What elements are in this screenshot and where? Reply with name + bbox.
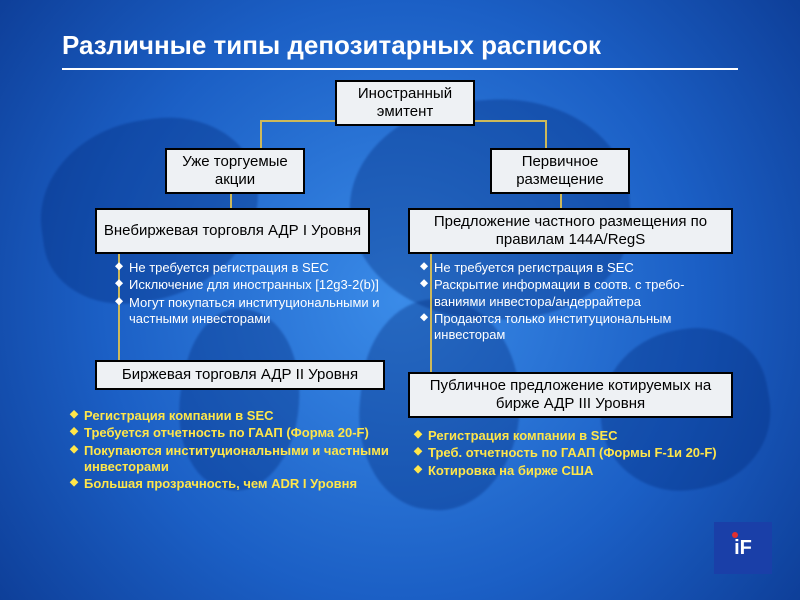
box-level3: Публичное предложение котируемых на бирж… xyxy=(408,372,733,418)
box-private144a: Предложение частного размещения по прави… xyxy=(408,208,733,254)
box-ipo: Первичное размещение xyxy=(490,148,630,194)
bullets-level2: Регистрация компании в SEC Требуется отч… xyxy=(70,408,410,493)
box-issuer: Иностранный эмитент xyxy=(335,80,475,126)
bullet-item: Не требуется регистрация в SEC xyxy=(115,260,395,276)
bullet-item: Регистрация компании в SEC xyxy=(70,408,410,424)
bullets-level3: Регистрация компании в SEC Треб. отчетно… xyxy=(414,428,744,480)
box-level1: Внебиржевая торговля АДР I Уровня xyxy=(95,208,370,254)
bullet-item: Котировка на бирже США xyxy=(414,463,744,479)
title-underline xyxy=(62,68,738,70)
box-label: Внебиржевая торговля АДР I Уровня xyxy=(104,222,361,240)
bullet-item: Продаются только институциональным инвес… xyxy=(420,311,730,344)
box-label: Предложение частного размещения по прави… xyxy=(416,213,725,249)
box-label: Публичное предложение котируемых на бирж… xyxy=(416,377,725,413)
bullets-private144a: Не требуется регистрация в SEC Раскрытие… xyxy=(420,260,730,344)
bullet-item: Исключение для иностранных [12g3-2(b)] xyxy=(115,277,395,293)
bullets-level1: Не требуется регистрация в SEC Исключени… xyxy=(115,260,395,328)
bullet-item: Треб. отчетность по ГААП (Формы F-1и 20-… xyxy=(414,445,744,461)
bullet-item: Раскрытие информации в соотв. с требо-ва… xyxy=(420,277,730,310)
page-title: Различные типы депозитарных расписок xyxy=(62,30,601,61)
bullet-item: Требуется отчетность по ГААП (Форма 20-F… xyxy=(70,425,410,441)
box-traded: Уже торгуемые акции xyxy=(165,148,305,194)
bullet-item: Могут покупаться институциональными и ча… xyxy=(115,295,395,328)
bullet-item: Не требуется регистрация в SEC xyxy=(420,260,730,276)
box-label: Первичное размещение xyxy=(498,153,622,189)
bullet-item: Большая прозрачность, чем ADR I Уровня xyxy=(70,476,410,492)
box-label: Иностранный эмитент xyxy=(343,85,467,121)
bullet-item: Покупаются институциональными и частными… xyxy=(70,443,410,476)
logo-text: iF xyxy=(734,537,752,560)
logo-dot-icon xyxy=(732,532,738,538)
box-label: Уже торгуемые акции xyxy=(173,153,297,189)
box-label: Биржевая торговля АДР II Уровня xyxy=(122,366,358,384)
logo: iF xyxy=(714,522,772,574)
box-level2: Биржевая торговля АДР II Уровня xyxy=(95,360,385,390)
bullet-item: Регистрация компании в SEC xyxy=(414,428,744,444)
